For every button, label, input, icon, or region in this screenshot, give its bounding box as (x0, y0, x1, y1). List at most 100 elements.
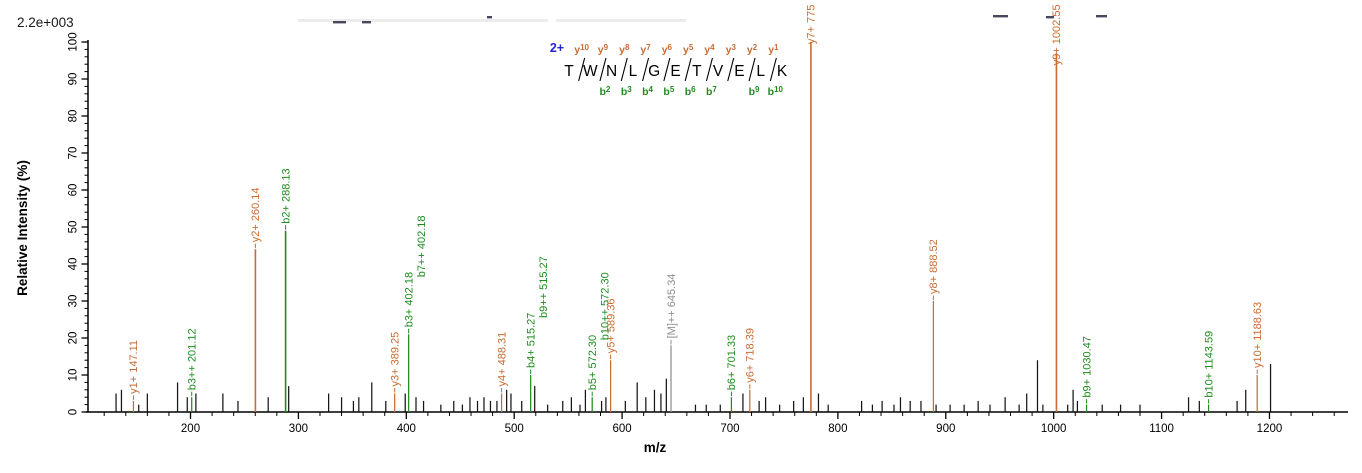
artifact-dash (993, 15, 1008, 18)
peptide-residue: N (606, 63, 617, 80)
fragment-cleavage-marker (705, 57, 713, 82)
peak-label: b3+ 402.18 (403, 272, 415, 327)
peptide-residue: E (670, 63, 680, 80)
peptide-residue: T (692, 63, 702, 80)
fragment-cleavage-marker (599, 57, 607, 82)
y-tick-label: 50 (68, 221, 80, 234)
x-tick-label: 1200 (1257, 423, 1283, 435)
y-ion-label: y8 (619, 43, 630, 56)
peptide-residue: E (734, 63, 744, 80)
intensity-scale-label: 2.2e+003 (17, 15, 74, 30)
peptide-residue: G (648, 63, 660, 80)
spectrum-peaks (115, 42, 1272, 412)
peak-label: y2+ 260.14 (250, 187, 262, 242)
artifact-smudge (298, 19, 548, 22)
peak-label: b9++ 515.27 (538, 256, 550, 318)
peak-label: y8+ 888.52 (928, 239, 940, 294)
y-ion-label: y2 (747, 43, 758, 56)
peptide-residue: L (629, 63, 638, 80)
x-tick-label: 800 (828, 423, 847, 435)
axes (86, 40, 1348, 413)
x-tick-label: 300 (289, 423, 308, 435)
x-tick-label: 600 (612, 423, 631, 435)
fragment-cleavage-marker (769, 57, 777, 82)
y-tick-label: 40 (68, 258, 80, 271)
y-tick-label: 80 (68, 110, 80, 123)
y-ion-label: y3 (726, 43, 737, 56)
fragment-cleavage-marker (727, 57, 735, 82)
x-tick-label: 1100 (1149, 423, 1174, 435)
peak-label: b2+ 288.13 (280, 168, 292, 223)
y-ion-label: y9 (598, 43, 609, 56)
fragment-cleavage-marker (620, 57, 628, 82)
peak-label: b10++ 572.30 (600, 272, 612, 340)
y-ion-label: y10 (574, 43, 589, 56)
b-ion-label: b10 (768, 85, 784, 98)
fragment-cleavage-marker (578, 57, 586, 82)
peak-label: b3++ 201.12 (187, 328, 199, 390)
peak-label: b9+ 1030.47 (1081, 336, 1093, 397)
y-tick-label: 100 (68, 32, 80, 51)
y-axis-title: Relative Intensity (%) (15, 160, 30, 296)
peak-label: b6+ 701.33 (726, 335, 738, 390)
axis-ticks: 200 300 400 500 600 700 800 900 1000 1100 1200 0 10 2… (68, 32, 1335, 435)
b-ion-label: b7 (706, 85, 717, 98)
peak-label: b10+ 1143.59 (1203, 331, 1215, 398)
y-tick-label: 70 (68, 147, 80, 160)
peptide-residue: K (777, 63, 788, 80)
x-axis-title: m/z (644, 440, 667, 455)
y-ion-label: y6 (662, 43, 673, 56)
artifact-dash (362, 21, 371, 24)
artifact-dash (487, 16, 492, 19)
peak-label: b4+ 515.27 (525, 313, 537, 368)
fragment-cleavage-marker (748, 57, 756, 82)
artifact-dash (333, 21, 346, 24)
y-ion-label: y1 (768, 43, 779, 56)
fragment-cleavage-marker (663, 57, 671, 82)
top-artifacts (298, 15, 1107, 24)
x-tick-label: 400 (397, 423, 416, 435)
b-ion-label: b5 (663, 85, 674, 98)
y-tick-label: 10 (68, 369, 80, 382)
x-tick-label: 700 (720, 423, 739, 435)
peak-label: y4+ 488.31 (496, 332, 508, 387)
y-ion-label: y5 (683, 43, 694, 56)
y-tick-label: 20 (68, 332, 80, 345)
b-ion-label: b6 (685, 85, 696, 98)
y-tick-label: 0 (68, 409, 80, 415)
x-tick-label: 1000 (1041, 423, 1067, 435)
b-ion-label: b9 (749, 85, 760, 98)
peak-label: y7+ 775 (806, 5, 818, 44)
y-ion-label: y4 (704, 43, 715, 56)
fragment-cleavage-marker (684, 57, 692, 82)
peptide-residue: L (756, 63, 765, 80)
x-tick-label: 200 (181, 423, 200, 435)
peak-label: y5+ 589.36 (605, 298, 617, 353)
y-ion-label: y7 (640, 43, 651, 56)
b-ion-label: b3 (621, 85, 632, 98)
artifact-dash (1096, 15, 1107, 18)
peptide-residue: W (583, 63, 598, 80)
b-ion-label: b4 (642, 85, 653, 98)
y-tick-label: 90 (68, 73, 80, 86)
peak-label: y3+ 389.25 (389, 332, 401, 387)
precursor-charge-label: 2+ (550, 41, 564, 55)
b-ion-label: b2 (600, 85, 611, 98)
peak-label: [M]++ 645.34 (666, 274, 678, 339)
peak-label: y9+ 1002.55 (1051, 4, 1063, 65)
peak-labels: y1+ 147.11 b3++ 201.12 y2+ 260.14 b2+ 288.1… (128, 4, 1264, 404)
peak-label: y1+ 147.11 (128, 340, 140, 394)
artifact-dash (1046, 16, 1054, 19)
artifact-smudge (556, 19, 686, 22)
peak-label: b5+ 572.30 (587, 335, 599, 390)
fragment-cleavage-marker (642, 57, 650, 82)
y-tick-label: 60 (68, 184, 80, 197)
peptide-residue: T (564, 63, 574, 80)
y-tick-label: 30 (68, 295, 80, 308)
peak-label: y10+ 1188.63 (1252, 302, 1264, 368)
peptide-residue: V (713, 63, 724, 80)
peak-label: y6+ 718.39 (745, 328, 757, 383)
